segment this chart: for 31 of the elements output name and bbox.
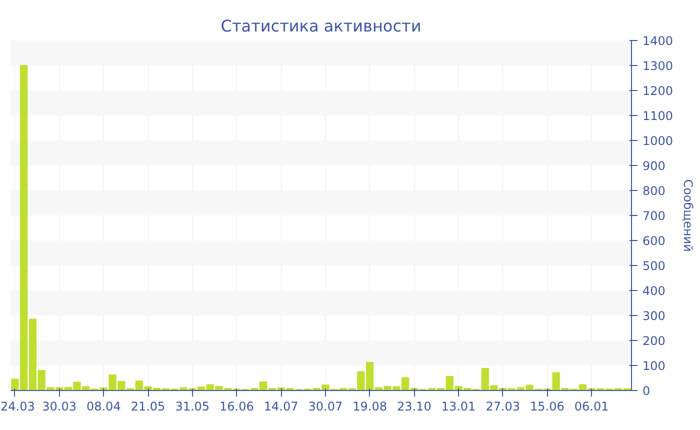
y-tick-label: 1000 — [642, 134, 674, 148]
x-tick-label: 19.08 — [352, 400, 387, 414]
y-tick-label: 400 — [642, 284, 666, 298]
x-tick-label: 15.06 — [530, 400, 564, 414]
y-tick-label: 500 — [642, 259, 666, 273]
x-tick-label: 13.01 — [441, 400, 476, 414]
chart-title: Статистика активности — [220, 16, 422, 36]
y-tick-label: 1100 — [642, 109, 674, 123]
y-tick-label: 0 — [642, 384, 650, 398]
y-tick-label: 600 — [642, 234, 666, 248]
y-tick-label: 1200 — [642, 84, 674, 98]
y-tick-label: 100 — [642, 359, 666, 373]
y-tick-label: 300 — [642, 309, 666, 323]
x-tick-label: 31.05 — [175, 400, 210, 414]
x-tick-label: 16.06 — [220, 400, 254, 414]
x-tick-label: 30.07 — [308, 400, 343, 414]
x-tick-label: 14.07 — [264, 400, 298, 414]
y-tick-label: 1400 — [642, 34, 674, 48]
x-tick-label: 30.03 — [42, 400, 76, 414]
y-axis-title: Сообщений — [681, 179, 696, 252]
y-tick-label: 900 — [642, 159, 666, 173]
x-tick-label: 21.05 — [130, 400, 166, 414]
y-tick-label: 200 — [642, 334, 666, 348]
x-tick-label: 23.10 — [396, 400, 432, 414]
y-tick-label: 800 — [642, 184, 666, 198]
x-tick-label: 27.03 — [486, 400, 520, 414]
x-tick-label: 08.04 — [86, 400, 121, 414]
x-tick-label: 24.03 — [0, 400, 35, 414]
y-tick-label: 700 — [642, 209, 666, 223]
x-tick-label: 06.01 — [574, 400, 609, 414]
y-tick-label: 1300 — [642, 59, 674, 73]
